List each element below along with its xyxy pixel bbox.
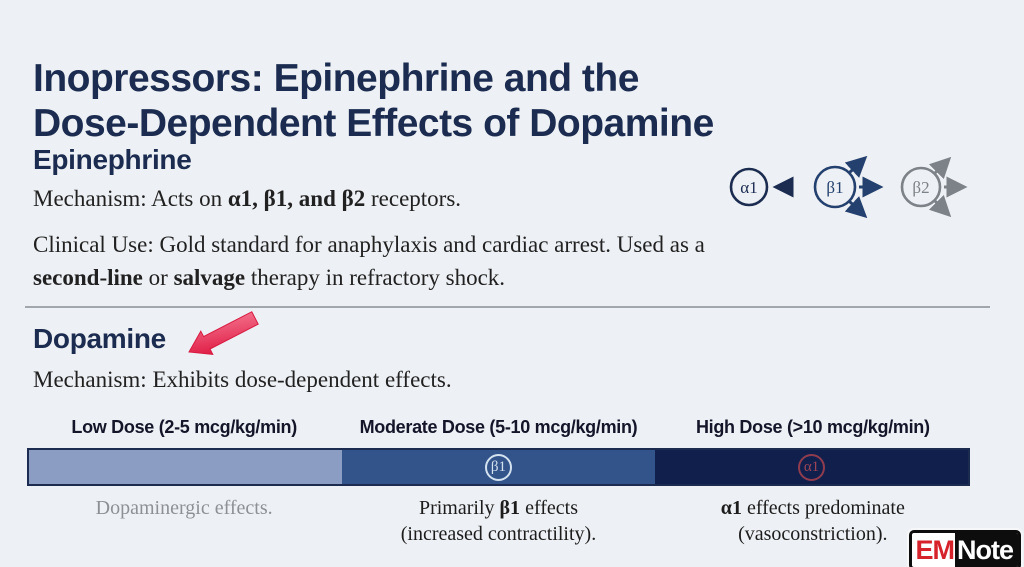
high-desc-alpha1: α1 bbox=[720, 497, 742, 519]
dose-header-row: Low Dose (2-5 mcg/kg/min) Moderate Dose … bbox=[27, 417, 970, 448]
section-divider bbox=[25, 306, 990, 308]
low-dose-header: Low Dose (2-5 mcg/kg/min) bbox=[71, 417, 297, 437]
dose-description-row: Dopaminergic effects. Primarily β1 effec… bbox=[27, 495, 970, 547]
high-dose-segment: α1 bbox=[655, 450, 968, 484]
mechanism-receptors-bold: α1, β1, and β2 bbox=[227, 186, 366, 211]
emnote-logo-em: EM bbox=[915, 535, 955, 565]
dose-effect-diagram: Low Dose (2-5 mcg/kg/min) Moderate Dose … bbox=[27, 417, 970, 547]
epinephrine-heading: Epinephrine bbox=[33, 144, 192, 175]
mechanism-text-end: receptors. bbox=[365, 186, 462, 211]
beta1-receptor-icon: β1 bbox=[813, 155, 884, 219]
low-dose-description: Dopaminergic effects. bbox=[95, 497, 273, 519]
high-desc-suffix: effects predominate bbox=[741, 497, 905, 519]
epinephrine-clinical-use: Clinical Use: Gold standard for anaphyla… bbox=[33, 229, 903, 294]
red-highlight-arrow-icon bbox=[188, 311, 259, 355]
clinical-end: therapy in refractory shock. bbox=[245, 264, 506, 290]
alpha1-badge: α1 bbox=[798, 453, 825, 481]
moderate-dose-segment: β1 bbox=[342, 450, 655, 484]
salvage-bold: salvage bbox=[173, 264, 246, 290]
beta2-receptor-icon: β2 bbox=[900, 156, 968, 218]
epinephrine-mechanism: Mechanism: Acts on α1, β1, and β2 recept… bbox=[33, 186, 461, 212]
dose-gradient-bar: β1 α1 bbox=[27, 448, 970, 486]
dopamine-heading: Dopamine bbox=[33, 323, 166, 354]
emnote-logo-note: Note bbox=[955, 533, 1018, 567]
alpha1-receptor-icon: α1 bbox=[729, 167, 794, 207]
page-title-line2: Dose-Dependent Effects of Dopamine bbox=[33, 102, 714, 146]
page-title: Inopressors: Epinephrine and the Dose-De… bbox=[33, 56, 893, 146]
beta2-receptor-label: β2 bbox=[912, 178, 929, 197]
low-dose-segment bbox=[29, 450, 342, 484]
beta1-receptor-label: β1 bbox=[826, 178, 843, 197]
clinical-line1: Clinical Use: Gold standard for anaphyla… bbox=[33, 232, 705, 257]
dopamine-mechanism: Mechanism: Exhibits dose-dependent effec… bbox=[33, 367, 452, 392]
clinical-or: or bbox=[142, 264, 174, 290]
emnote-logo: EM Note bbox=[908, 530, 1021, 567]
alpha1-receptor-label: α1 bbox=[740, 178, 757, 197]
moderate-desc-suffix: effects bbox=[520, 497, 578, 519]
beta1-badge: β1 bbox=[485, 453, 512, 481]
moderate-desc-beta1: β1 bbox=[499, 497, 521, 519]
page-title-line1: Inopressors: Epinephrine and the bbox=[33, 57, 639, 101]
high-desc-line2: (vasoconstriction). bbox=[738, 523, 888, 545]
high-dose-description: α1 effects predominate (vasoconstriction… bbox=[656, 495, 970, 547]
mechanism-text: Mechanism: Acts on bbox=[33, 186, 228, 211]
moderate-desc-prefix: Primarily bbox=[418, 497, 500, 519]
clinical-line2: second-line or salvage therapy in refrac… bbox=[33, 262, 903, 295]
moderate-dose-description: Primarily β1 effects (increased contract… bbox=[341, 495, 655, 547]
moderate-desc-line2: (increased contractility). bbox=[400, 523, 597, 545]
moderate-dose-header: Moderate Dose (5-10 mcg/kg/min) bbox=[359, 417, 638, 437]
high-dose-header: High Dose (>10 mcg/kg/min) bbox=[695, 417, 930, 437]
second-line-bold: second-line bbox=[33, 264, 143, 290]
receptor-diagram: α1 β1 β2 bbox=[729, 155, 968, 219]
